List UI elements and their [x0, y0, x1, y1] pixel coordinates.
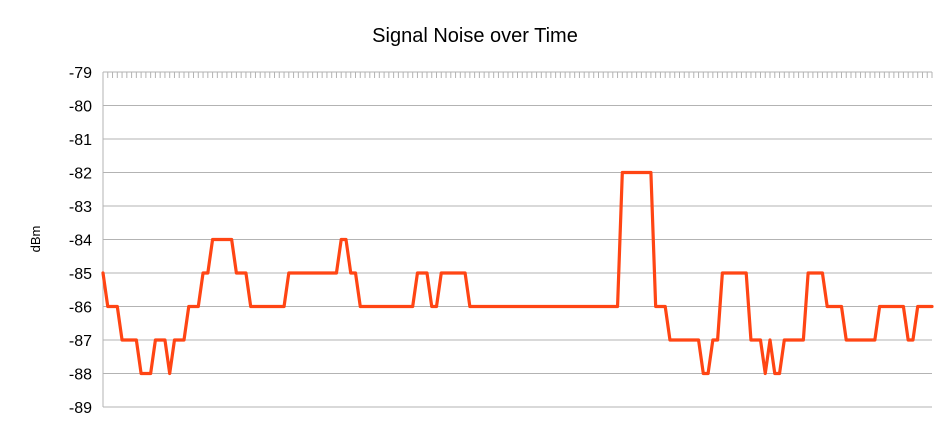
y-tick-label: -82	[69, 166, 92, 183]
y-tick-label: -85	[69, 266, 92, 283]
chart-title: Signal Noise over Time	[372, 25, 578, 47]
y-tick-label: -81	[69, 132, 92, 149]
y-tick-label: -88	[69, 367, 92, 384]
y-axis-label: dBm	[28, 226, 43, 253]
y-tick-labels: -79 -80 -81 -82 -83 -84 -85 -86 -87 -88 -89	[69, 65, 92, 417]
y-tick-label: -87	[69, 333, 92, 350]
series-line	[101, 170, 934, 376]
y-tick-label: -86	[69, 300, 92, 317]
y-tick-label: -89	[69, 400, 92, 417]
y-tick-label: -84	[69, 233, 92, 250]
series-layer	[101, 170, 934, 376]
x-minor-ticks	[102, 72, 933, 78]
y-tick-label: -83	[69, 199, 92, 216]
y-tick-label: -80	[69, 99, 92, 116]
y-tick-label: -79	[69, 65, 92, 82]
